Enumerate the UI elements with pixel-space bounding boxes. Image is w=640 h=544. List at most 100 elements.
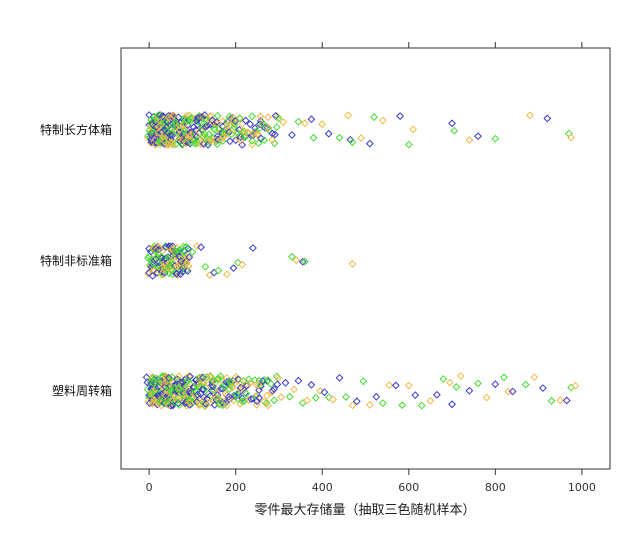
data-point bbox=[174, 393, 183, 402]
data-point bbox=[385, 381, 394, 390]
data-point bbox=[175, 401, 184, 410]
data-point bbox=[255, 394, 264, 402]
data-point bbox=[335, 373, 344, 382]
data-point bbox=[229, 264, 238, 273]
data-point bbox=[539, 384, 547, 393]
data-point bbox=[248, 136, 257, 145]
data-point bbox=[145, 399, 154, 408]
data-point bbox=[298, 399, 307, 407]
data-point bbox=[329, 395, 337, 404]
data-point bbox=[162, 254, 170, 263]
data-point bbox=[188, 248, 197, 256]
data-point bbox=[204, 136, 213, 144]
data-point bbox=[175, 121, 184, 130]
data-point bbox=[154, 397, 162, 406]
x-tick-label: 400 bbox=[312, 481, 333, 494]
data-point bbox=[216, 375, 225, 384]
data-point bbox=[182, 258, 191, 267]
data-point bbox=[165, 373, 173, 382]
data-point bbox=[218, 398, 227, 407]
data-point bbox=[174, 372, 183, 381]
data-point bbox=[213, 111, 222, 120]
data-point bbox=[219, 381, 227, 390]
data-point bbox=[288, 131, 296, 139]
data-point bbox=[277, 393, 286, 402]
data-point bbox=[229, 114, 238, 122]
data-point bbox=[448, 400, 456, 409]
data-point bbox=[148, 271, 157, 280]
data-point bbox=[324, 129, 333, 138]
data-point bbox=[254, 139, 263, 148]
data-point bbox=[307, 115, 316, 124]
data-point bbox=[348, 401, 357, 410]
data-point bbox=[166, 124, 175, 133]
data-point bbox=[482, 393, 491, 402]
data-point bbox=[256, 112, 265, 121]
data-point bbox=[155, 138, 164, 146]
data-point bbox=[530, 373, 539, 382]
data-point bbox=[264, 113, 273, 122]
data-point bbox=[214, 375, 223, 384]
data-point bbox=[198, 385, 207, 394]
data-point bbox=[348, 259, 357, 268]
data-point bbox=[199, 385, 208, 394]
data-point bbox=[243, 129, 252, 138]
data-point bbox=[230, 380, 239, 388]
data-point bbox=[231, 136, 240, 145]
data-point bbox=[452, 383, 461, 391]
data-point bbox=[267, 388, 276, 397]
data-point bbox=[404, 381, 413, 390]
data-point bbox=[179, 242, 188, 251]
data-point bbox=[199, 378, 208, 386]
data-point bbox=[207, 386, 216, 395]
data-point bbox=[365, 139, 374, 148]
data-point bbox=[271, 130, 279, 139]
data-point bbox=[214, 395, 223, 404]
data-point bbox=[161, 118, 170, 126]
data-point bbox=[238, 140, 247, 149]
data-point bbox=[301, 119, 309, 128]
data-point bbox=[174, 399, 183, 408]
x-axis: 0 200 400 600 800 1000 bbox=[146, 42, 596, 494]
x-tick-label: 200 bbox=[225, 481, 246, 494]
data-point bbox=[268, 386, 277, 395]
data-point bbox=[270, 385, 278, 394]
data-point bbox=[218, 137, 227, 145]
data-point bbox=[273, 380, 282, 389]
data-point bbox=[171, 118, 180, 126]
data-point bbox=[200, 135, 209, 143]
data-point bbox=[378, 399, 387, 408]
data-point bbox=[200, 111, 209, 119]
data-point bbox=[259, 119, 268, 128]
data-point bbox=[178, 264, 187, 273]
data-point bbox=[199, 132, 208, 141]
data-point bbox=[195, 117, 204, 126]
data-point bbox=[248, 112, 257, 121]
data-point bbox=[378, 116, 387, 125]
data-point bbox=[352, 397, 361, 406]
data-point bbox=[235, 114, 244, 123]
data-point bbox=[152, 130, 161, 138]
data-point bbox=[201, 114, 210, 123]
data-point bbox=[318, 120, 327, 129]
data-point bbox=[456, 372, 465, 380]
data-point bbox=[193, 120, 202, 129]
data-point bbox=[150, 376, 158, 384]
data-point bbox=[263, 124, 272, 132]
data-point bbox=[151, 135, 160, 144]
data-point bbox=[262, 399, 271, 407]
data-point bbox=[335, 133, 344, 142]
data-point bbox=[167, 266, 176, 275]
data-point bbox=[201, 399, 210, 408]
data-point bbox=[508, 387, 517, 396]
data-point bbox=[292, 256, 301, 265]
data-point bbox=[238, 260, 247, 269]
data-point bbox=[183, 267, 192, 275]
data-point bbox=[267, 380, 275, 388]
data-point bbox=[166, 131, 175, 140]
data-point bbox=[216, 372, 225, 381]
data-point bbox=[396, 112, 405, 121]
category-label: 特制长方体箱 bbox=[40, 122, 112, 137]
data-point bbox=[294, 376, 303, 385]
